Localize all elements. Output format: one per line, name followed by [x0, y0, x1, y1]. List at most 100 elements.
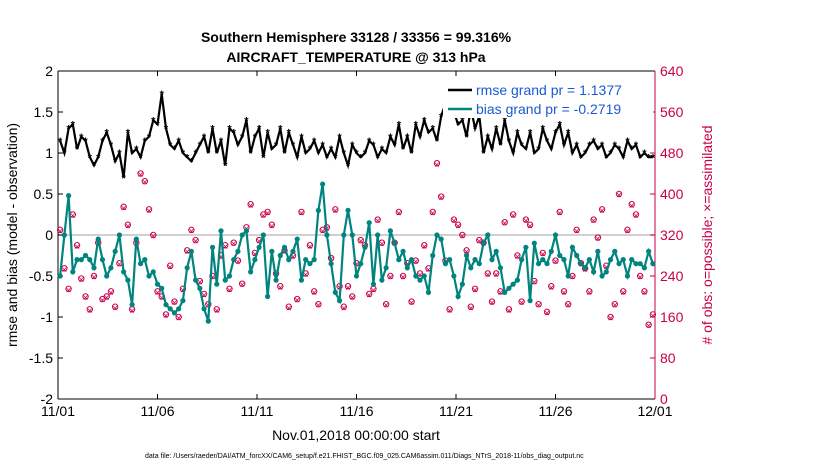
- rmse-point: *: [274, 140, 279, 152]
- bias-point: [544, 261, 550, 267]
- obs-possible-point: [522, 216, 530, 223]
- legend: rmse grand pr = 1.1377 bias grand pr = -…: [443, 80, 653, 118]
- obs-assimilated-point: ×: [218, 252, 224, 263]
- bias-point: [421, 273, 427, 279]
- rmse-point: *: [490, 144, 495, 156]
- x-axis-label: Nov.01,2018 00:00:00 start: [272, 427, 440, 443]
- rmse-point: *: [236, 140, 241, 152]
- bias-point: [205, 318, 211, 324]
- obs-assimilated-point: ×: [180, 285, 186, 296]
- obs-assimilated-point: ×: [599, 206, 605, 217]
- bias-point: [527, 298, 533, 304]
- bias-point: [438, 236, 444, 242]
- bias-point: [476, 261, 482, 267]
- bias-point: [612, 248, 618, 254]
- obs-possible-point: [628, 201, 635, 208]
- y-right-tick-label: 480: [660, 145, 684, 161]
- rmse-point: *: [562, 140, 567, 152]
- bias-point: [595, 248, 601, 254]
- bias-point: [599, 273, 605, 279]
- obs-assimilated-point: ×: [451, 216, 457, 227]
- bias-point: [108, 265, 114, 271]
- rmse-point: *: [630, 144, 635, 156]
- obs-assimilated-point: ×: [129, 306, 135, 317]
- rmse-point: *: [189, 156, 194, 168]
- rmse-point: *: [88, 152, 93, 164]
- bias-point: [641, 265, 648, 271]
- rmse-point: *: [193, 148, 198, 160]
- obs-possible-point: [310, 288, 318, 295]
- obs-assimilated-point: ×: [544, 308, 550, 319]
- bias-point: [248, 269, 254, 275]
- bias-point: [535, 261, 542, 267]
- rmse-point: *: [541, 124, 546, 136]
- bias-point: [485, 232, 491, 238]
- obs-possible-point: [277, 283, 284, 290]
- rmse-point: *: [617, 144, 622, 156]
- obs-assimilated-point: ×: [506, 306, 512, 317]
- rmse-point: *: [401, 144, 406, 156]
- bias-point: [650, 261, 656, 267]
- obs-possible-point: [382, 300, 390, 308]
- rmse-point: *: [579, 152, 584, 164]
- bias-point: [260, 232, 266, 238]
- obs-possible-point: [268, 221, 276, 228]
- rmse-point: *: [109, 140, 114, 152]
- rmse-point: *: [384, 148, 389, 160]
- obs-possible-point: [552, 257, 559, 264]
- bias-point: [95, 236, 101, 242]
- y-right-tick-label: 80: [660, 350, 676, 366]
- bias-point: [531, 240, 537, 246]
- obs-assimilated-point: ×: [66, 285, 72, 296]
- bias-point: [548, 248, 554, 254]
- bias-point: [298, 277, 305, 283]
- bias-point: [286, 257, 292, 263]
- obs-assimilated-point: ×: [116, 260, 122, 271]
- rmse-point: *: [651, 152, 656, 164]
- rmse-point: *: [553, 128, 558, 140]
- obs-assimilated-point: ×: [625, 226, 631, 237]
- obs-possible-point: [171, 298, 178, 305]
- obs-assimilated-point: ×: [468, 303, 474, 314]
- obs-assimilated-point: ×: [591, 216, 597, 227]
- obs-assimilated-point: ×: [531, 278, 537, 289]
- obs-assimilated-point: ×: [252, 249, 258, 260]
- obs-assimilated-point: ×: [341, 303, 347, 314]
- obs-possible-point: [103, 293, 110, 300]
- bias-point: [557, 252, 563, 259]
- obs-assimilated-point: ×: [176, 314, 182, 325]
- obs-possible-point: [433, 160, 441, 167]
- obs-possible-point: [535, 300, 542, 308]
- obs-possible-point: [598, 206, 606, 213]
- rmse-point: *: [155, 120, 160, 132]
- obs-assimilated-point: ×: [167, 262, 173, 273]
- obs-possible-point: [162, 311, 170, 318]
- obs-assimilated-point: ×: [248, 201, 254, 212]
- rmse-point: *: [596, 144, 601, 156]
- y-right-tick-label: 560: [660, 104, 684, 120]
- rmse-point: *: [168, 140, 173, 152]
- obs-possible-point: [192, 236, 199, 244]
- rmse-point: *: [270, 144, 275, 156]
- obs-possible-point: [73, 242, 81, 249]
- rmse-point: *: [583, 148, 588, 160]
- obs-possible-point: [632, 211, 640, 218]
- rmse-point: *: [126, 128, 131, 140]
- obs-possible-point: [526, 221, 534, 228]
- bias-point: [603, 269, 609, 275]
- bias-point: [396, 257, 402, 263]
- obs-possible-point: [594, 234, 602, 241]
- bias-point: [290, 248, 296, 254]
- obs-assimilated-point: ×: [523, 216, 529, 227]
- obs-possible-point: [65, 285, 72, 293]
- obs-assimilated-point: ×: [455, 221, 461, 232]
- obs-possible-point: [556, 208, 563, 216]
- obs-possible-point: [247, 201, 254, 208]
- obs-possible-point: [145, 206, 153, 213]
- obs-possible-point: [416, 270, 424, 277]
- legend-box: [443, 80, 653, 118]
- obs-possible-point: [539, 249, 546, 257]
- obs-assimilated-point: ×: [430, 208, 436, 219]
- rmse-point: *: [253, 132, 258, 144]
